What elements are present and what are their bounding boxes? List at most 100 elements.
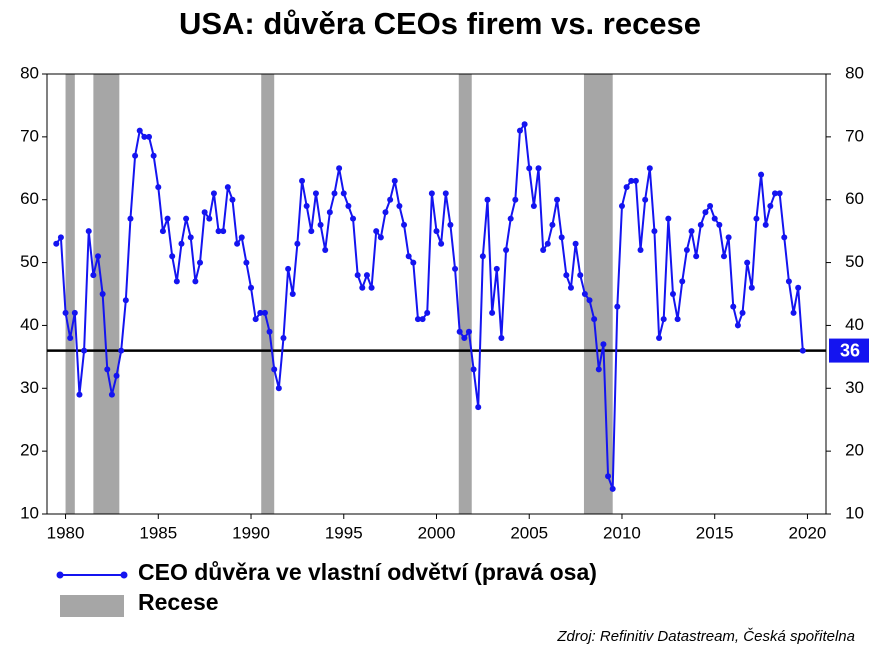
point — [266, 328, 273, 335]
point — [516, 127, 523, 134]
point — [618, 203, 625, 209]
point — [368, 284, 375, 291]
point — [558, 234, 565, 241]
point — [169, 253, 176, 260]
y-tick-label: 30 — [20, 378, 39, 397]
point — [456, 328, 463, 335]
point — [479, 253, 486, 260]
point — [577, 272, 584, 279]
point — [401, 221, 408, 228]
point — [503, 247, 510, 253]
point — [405, 253, 412, 260]
point — [785, 278, 792, 285]
point — [76, 391, 83, 398]
point — [711, 215, 718, 222]
point — [271, 366, 278, 373]
point — [363, 272, 370, 279]
legend-marker — [56, 571, 64, 579]
point — [331, 190, 338, 197]
point — [104, 366, 111, 373]
y-tick-label: 10 — [20, 503, 39, 522]
point — [433, 228, 440, 235]
point — [572, 240, 579, 247]
point — [62, 309, 69, 316]
point — [326, 209, 333, 216]
point — [243, 259, 250, 266]
y2-tick-label: 30 — [845, 378, 864, 397]
point — [693, 253, 700, 260]
point — [85, 228, 92, 235]
point — [465, 328, 472, 335]
y2-tick-label: 20 — [845, 441, 864, 460]
point — [164, 215, 171, 222]
point — [345, 203, 352, 209]
point — [220, 228, 227, 235]
point — [642, 196, 649, 203]
point — [614, 303, 621, 310]
point — [637, 247, 644, 253]
point — [632, 177, 639, 184]
point — [424, 309, 431, 316]
point — [396, 203, 403, 209]
point — [591, 316, 598, 323]
point — [57, 234, 64, 241]
point — [317, 221, 324, 228]
point — [567, 284, 574, 291]
point — [748, 284, 755, 291]
legend-swatch — [60, 595, 124, 617]
point — [605, 473, 612, 480]
point — [762, 221, 769, 228]
point — [257, 309, 264, 316]
point — [790, 309, 797, 316]
point — [781, 234, 788, 241]
point — [275, 385, 282, 392]
chart-title: USA: důvěra CEOs firem vs. recese — [179, 6, 701, 41]
point — [312, 190, 319, 197]
point — [447, 221, 454, 228]
point — [410, 259, 417, 266]
point — [99, 291, 106, 297]
point — [294, 240, 301, 247]
point — [414, 316, 421, 323]
point — [665, 215, 672, 222]
recession-band — [458, 74, 472, 514]
y2-tick-label: 80 — [845, 63, 864, 82]
x-tick-label: 2015 — [696, 523, 734, 542]
point — [799, 347, 806, 354]
point — [391, 177, 398, 184]
point — [688, 228, 695, 235]
source: Zdroj: Refinitiv Datastream, Česká spoři… — [556, 628, 855, 645]
series-line — [55, 121, 804, 490]
point — [507, 215, 514, 222]
x-tick-label: 1995 — [325, 523, 363, 542]
point — [595, 366, 602, 373]
point — [81, 347, 88, 354]
point — [289, 291, 296, 297]
point — [252, 316, 259, 323]
point — [67, 335, 74, 341]
point — [428, 190, 435, 197]
recession-band — [93, 74, 120, 514]
point — [730, 303, 737, 310]
recession-band — [261, 74, 275, 514]
point — [679, 278, 686, 285]
point — [192, 278, 199, 285]
point — [206, 215, 213, 222]
point — [767, 203, 774, 209]
reference-label: 36 — [840, 340, 860, 360]
point — [493, 265, 500, 272]
point — [771, 190, 778, 197]
point — [744, 259, 751, 266]
point — [340, 190, 347, 197]
point — [173, 278, 180, 285]
point — [609, 485, 616, 492]
point — [753, 215, 760, 222]
point — [725, 234, 732, 241]
point — [248, 284, 255, 291]
point — [586, 297, 593, 304]
point — [674, 316, 681, 323]
point — [373, 228, 380, 235]
y-tick-label: 80 — [20, 63, 39, 82]
plot-frame — [46, 73, 827, 515]
